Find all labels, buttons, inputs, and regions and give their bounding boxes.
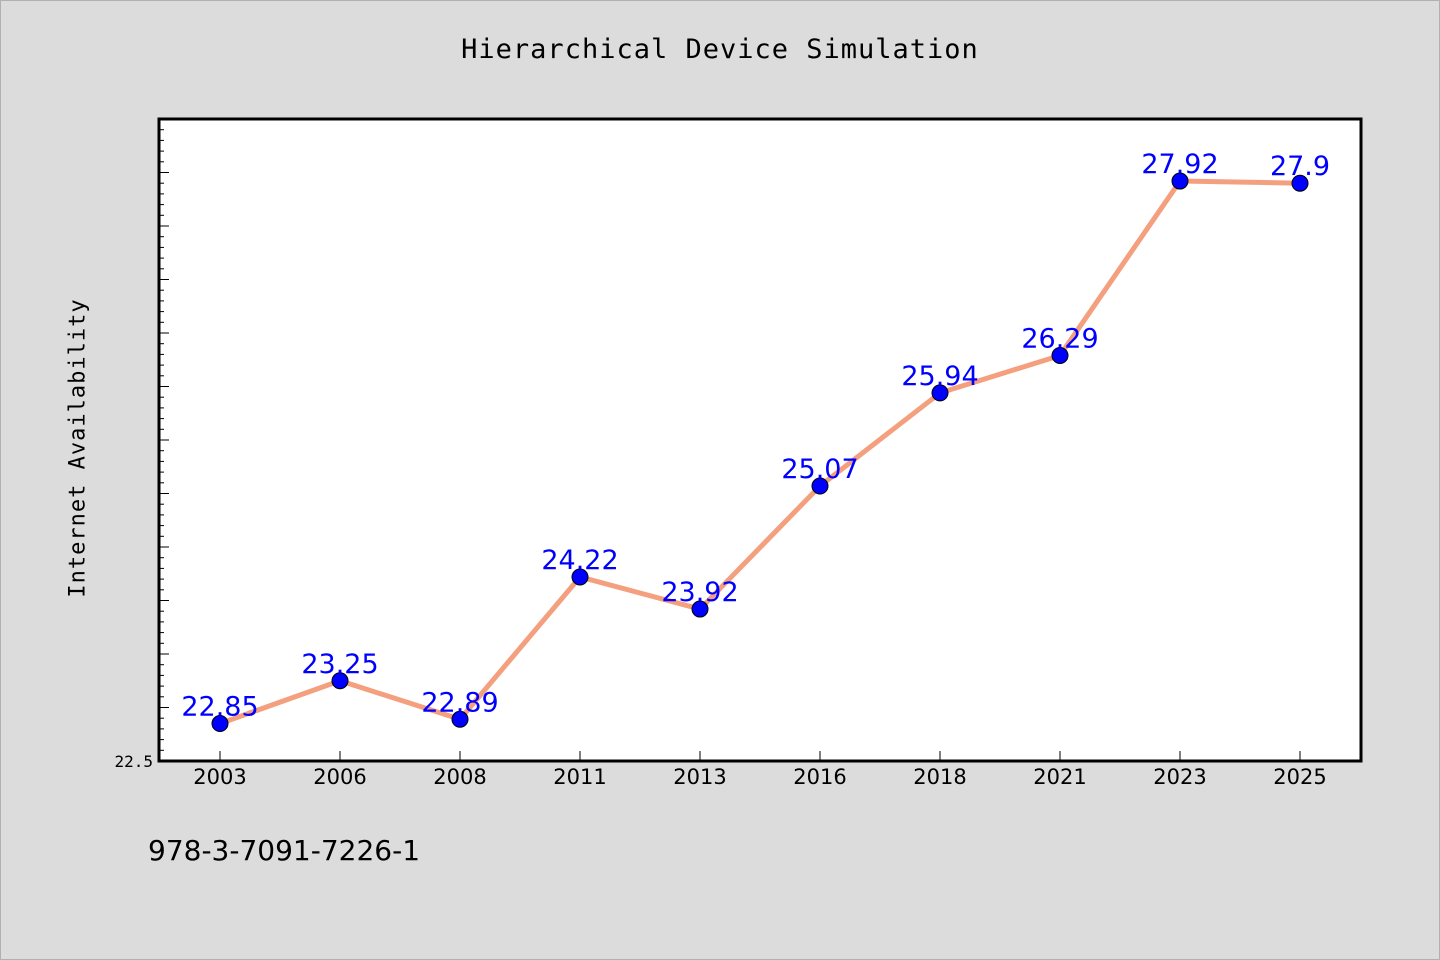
data-value-label: 26.29 <box>1021 323 1098 354</box>
series-line <box>217 178 1303 727</box>
data-value-label: 22.85 <box>181 692 258 723</box>
data-value-label: 25.07 <box>781 454 858 485</box>
data-value-label: 25.94 <box>901 361 978 392</box>
data-point-marker <box>1171 172 1189 190</box>
data-markers <box>211 172 1309 733</box>
data-value-label: 27.9 <box>1270 151 1330 182</box>
x-tick-label: 2011 <box>553 765 606 789</box>
x-axis-ticks: 2003 2006 2008 2011 2013 2016 2018 2021 2023 2025 <box>193 751 1327 789</box>
x-tick-label: 2008 <box>433 765 486 789</box>
x-tick-label: 2018 <box>913 765 966 789</box>
x-tick-label: 2023 <box>1153 765 1206 789</box>
data-point-marker <box>451 710 469 728</box>
data-point-marker <box>1051 346 1069 364</box>
footer-isbn-text: 978-3-7091-7226-1 <box>148 834 421 867</box>
data-value-label: 24.22 <box>541 545 618 576</box>
data-value-label: 23.25 <box>301 649 378 680</box>
data-value-label: 22.89 <box>421 687 498 718</box>
x-tick-label: 2013 <box>673 765 726 789</box>
data-point-marker <box>571 568 589 586</box>
x-tick-label: 2006 <box>313 765 366 789</box>
data-value-label: 27.92 <box>1141 149 1218 180</box>
y-axis-ticks: 22.5 <box>114 118 169 771</box>
data-point-marker <box>931 384 949 402</box>
chart-title: Hierarchical Device Simulation <box>461 34 979 65</box>
x-tick-label: 2016 <box>793 765 846 789</box>
x-tick-label: 2021 <box>1033 765 1086 789</box>
data-value-label: 23.92 <box>661 577 738 608</box>
series-line-group <box>217 178 1303 727</box>
x-tick-label: 2003 <box>193 765 246 789</box>
plot-area <box>157 117 1363 763</box>
data-point-marker <box>811 477 829 495</box>
data-labels: 22.85 23.25 22.89 24.22 23.92 25.07 25.94 26.29… <box>181 149 1330 722</box>
data-point-marker <box>211 715 229 733</box>
data-point-marker <box>331 672 349 690</box>
y-tick-label: 22.5 <box>114 752 153 771</box>
data-point-marker <box>1291 174 1309 192</box>
x-tick-label: 2025 <box>1273 765 1326 789</box>
data-point-marker <box>691 600 709 618</box>
